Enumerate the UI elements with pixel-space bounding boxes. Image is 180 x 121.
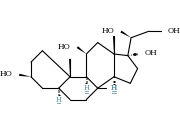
Polygon shape <box>77 46 86 54</box>
Text: OH: OH <box>167 27 180 35</box>
Polygon shape <box>19 74 31 77</box>
Text: H: H <box>83 84 89 92</box>
Text: HO: HO <box>58 43 71 51</box>
Polygon shape <box>69 59 71 77</box>
Text: HO: HO <box>0 71 12 79</box>
Text: H: H <box>56 96 62 104</box>
Text: H: H <box>111 84 117 92</box>
Polygon shape <box>120 31 131 38</box>
Text: OH: OH <box>145 49 158 57</box>
Polygon shape <box>113 36 115 54</box>
Text: H: H <box>110 84 117 92</box>
Text: HO: HO <box>101 27 114 35</box>
